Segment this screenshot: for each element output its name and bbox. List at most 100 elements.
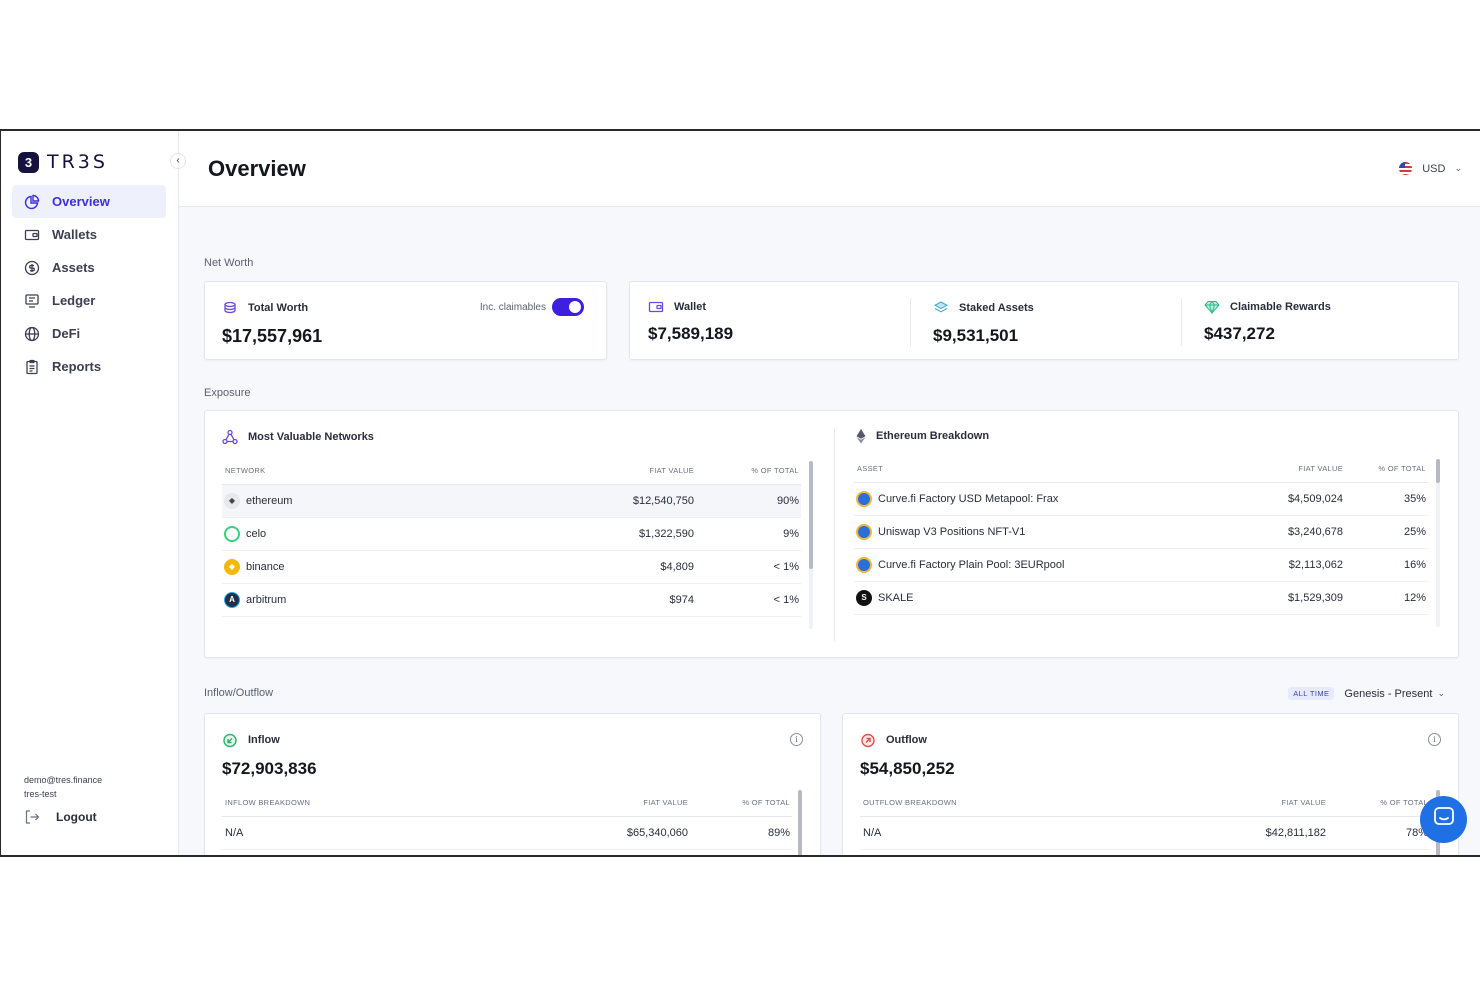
networks-header: Most Valuable Networks [222,429,374,445]
logo-mark: 3 [18,151,39,173]
table-row[interactable]: Uniswap V3 Positions NFT-V1 $3,240,678 2… [854,515,1428,549]
ethereum-icon [853,428,869,444]
col-pct-total[interactable]: % of total [694,458,801,485]
asset-name: SKALE [878,591,914,604]
chat-support-button[interactable] [1420,796,1467,843]
inflow-name: N/A [222,816,498,850]
inc-claimables-label: Inc. claimables [479,301,546,313]
col-pct-total[interactable]: % of total [1343,456,1428,483]
arbitrum-icon: A [224,591,240,608]
collapse-sidebar-button[interactable]: ‹ [170,153,186,169]
col-inflow-breakdown[interactable]: Inflow Breakdown [222,790,498,817]
binance-icon: ◆ [224,558,240,575]
inc-claimables-toggle[interactable] [552,298,584,316]
sidebar-item-wallets[interactable]: Wallets [12,218,166,251]
exposure-card: Most Valuable Networks Network Fiat Valu… [204,410,1459,658]
date-range-selector[interactable]: ALL TIME Genesis - Present ⌄ [1288,687,1445,700]
sidebar-item-ledger[interactable]: Ledger [12,284,166,317]
network-value: $974 [474,583,694,617]
col-network[interactable]: Network [222,458,475,485]
asset-pct: 35% [1343,482,1428,516]
outflow-header: Outflow [860,732,927,748]
outflow-row-pct: 78% [1326,816,1430,850]
col-pct-total[interactable]: % of total [688,790,792,817]
currency-selector[interactable]: USD ⌄ [1399,162,1462,175]
sidebar-item-assets[interactable]: Assets [12,251,166,284]
logout-icon [24,809,40,825]
info-icon[interactable]: i [1428,733,1441,746]
inflow-scroll-thumb[interactable] [798,790,802,855]
col-asset[interactable]: Asset [854,456,1242,483]
outflow-card: Outflow i $54,850,252 Outflow Breakdown … [842,713,1459,855]
app-window: 3 TR3S ‹ Overview Wallets Assets [0,129,1480,857]
table-row[interactable]: Curve.fi Factory Plain Pool: 3EURpool $2… [854,548,1428,582]
table-row[interactable]: ◆ binance $4,809 < 1% [222,550,801,584]
sidebar-item-label: Ledger [52,293,96,308]
network-name: ethereum [246,494,293,507]
outflow-table-wrap: Outflow Breakdown Fiat Value % of total … [860,790,1430,855]
user-info: demo@tres.finance tres-test [24,773,102,801]
col-pct-total[interactable]: % of total [1326,790,1430,817]
inflow-header: Inflow [222,732,280,748]
total-worth-card: Total Worth $17,557,961 Inc. claimables [204,281,607,360]
sidebar-item-overview[interactable]: Overview [12,185,166,218]
network-name: binance [246,560,285,573]
logout-button[interactable]: Logout [24,809,97,825]
table-row[interactable]: N/A $42,811,182 78% [860,816,1430,850]
network-nodes-icon [222,429,238,445]
info-icon[interactable]: i [790,733,803,746]
asset-name: Curve.fi Factory Plain Pool: 3EURpool [878,558,1065,571]
breakdown-scrollbar[interactable] [1436,459,1440,627]
network-pct: 9% [694,517,801,551]
col-fiat-value[interactable]: Fiat Value [474,458,694,485]
col-fiat-value[interactable]: Fiat Value [497,790,688,817]
dollar-coin-icon [24,260,40,276]
wallet-header: Wallet [648,299,706,315]
user-email: demo@tres.finance [24,775,103,785]
breakdown-scroll-thumb[interactable] [1436,459,1440,483]
table-row[interactable]: celo $1,322,590 9% [222,517,801,551]
total-worth-header: Total Worth [222,300,308,316]
networks-table-wrap: Network Fiat Value % of total ◆ ethereum … [222,458,801,628]
inflow-row-pct: 89% [688,816,792,850]
flow-label: Inflow/Outflow [204,687,274,699]
table-row[interactable]: S SKALE $1,529,309 12% [854,581,1428,615]
inflow-scrollbar[interactable] [798,790,802,855]
table-row[interactable]: ◆ ethereum $12,540,750 90% [222,484,801,518]
col-outflow-breakdown[interactable]: Outflow Breakdown [860,790,1148,817]
ethereum-icon: ◆ [224,492,240,509]
table-row[interactable]: N/A $65,340,060 89% [222,816,792,850]
total-worth-value: $17,557,961 [222,326,323,346]
network-pct: 90% [694,484,801,518]
brand-logo[interactable]: 3 TR3S [18,151,108,173]
uniswap-icon [856,523,872,540]
network-pct: < 1% [694,583,801,617]
network-value: $4,809 [474,550,694,584]
table-row[interactable]: Curve.fi Factory USD Metapool: Frax $4,5… [854,482,1428,516]
sidebar-item-defi[interactable]: DeFi [12,317,166,350]
celo-icon [224,525,240,542]
chat-icon [1432,805,1456,834]
logout-label: Logout [56,810,97,824]
net-worth-label: Net Worth [204,257,254,269]
networks-scroll-thumb[interactable] [809,461,813,569]
inflow-row-value: $65,340,060 [497,816,688,850]
logo-text: TR3S [47,151,108,173]
col-fiat-value[interactable]: Fiat Value [1241,456,1343,483]
net-worth-breakdown-card: Wallet $7,589,189 Staked Assets $9,531,5… [629,281,1459,360]
rewards-label: Claimable Rewards [1230,301,1331,313]
networks-table: Network Fiat Value % of total ◆ ethereum … [222,458,801,617]
globe-icon [24,326,40,342]
sidebar-item-label: DeFi [52,326,81,341]
col-fiat-value[interactable]: Fiat Value [1147,790,1326,817]
networks-scrollbar[interactable] [809,461,813,629]
outflow-title: Outflow [886,734,927,746]
ledger-icon [24,293,40,309]
asset-name: Curve.fi Factory USD Metapool: Frax [878,492,1059,505]
asset-pct: 16% [1343,548,1428,582]
asset-value: $1,529,309 [1241,581,1343,615]
main-content: Overview USD ⌄ Net Worth Total Worth $17… [179,131,1480,855]
sidebar-item-reports[interactable]: Reports [12,350,166,383]
rewards-header: Claimable Rewards [1204,299,1331,315]
